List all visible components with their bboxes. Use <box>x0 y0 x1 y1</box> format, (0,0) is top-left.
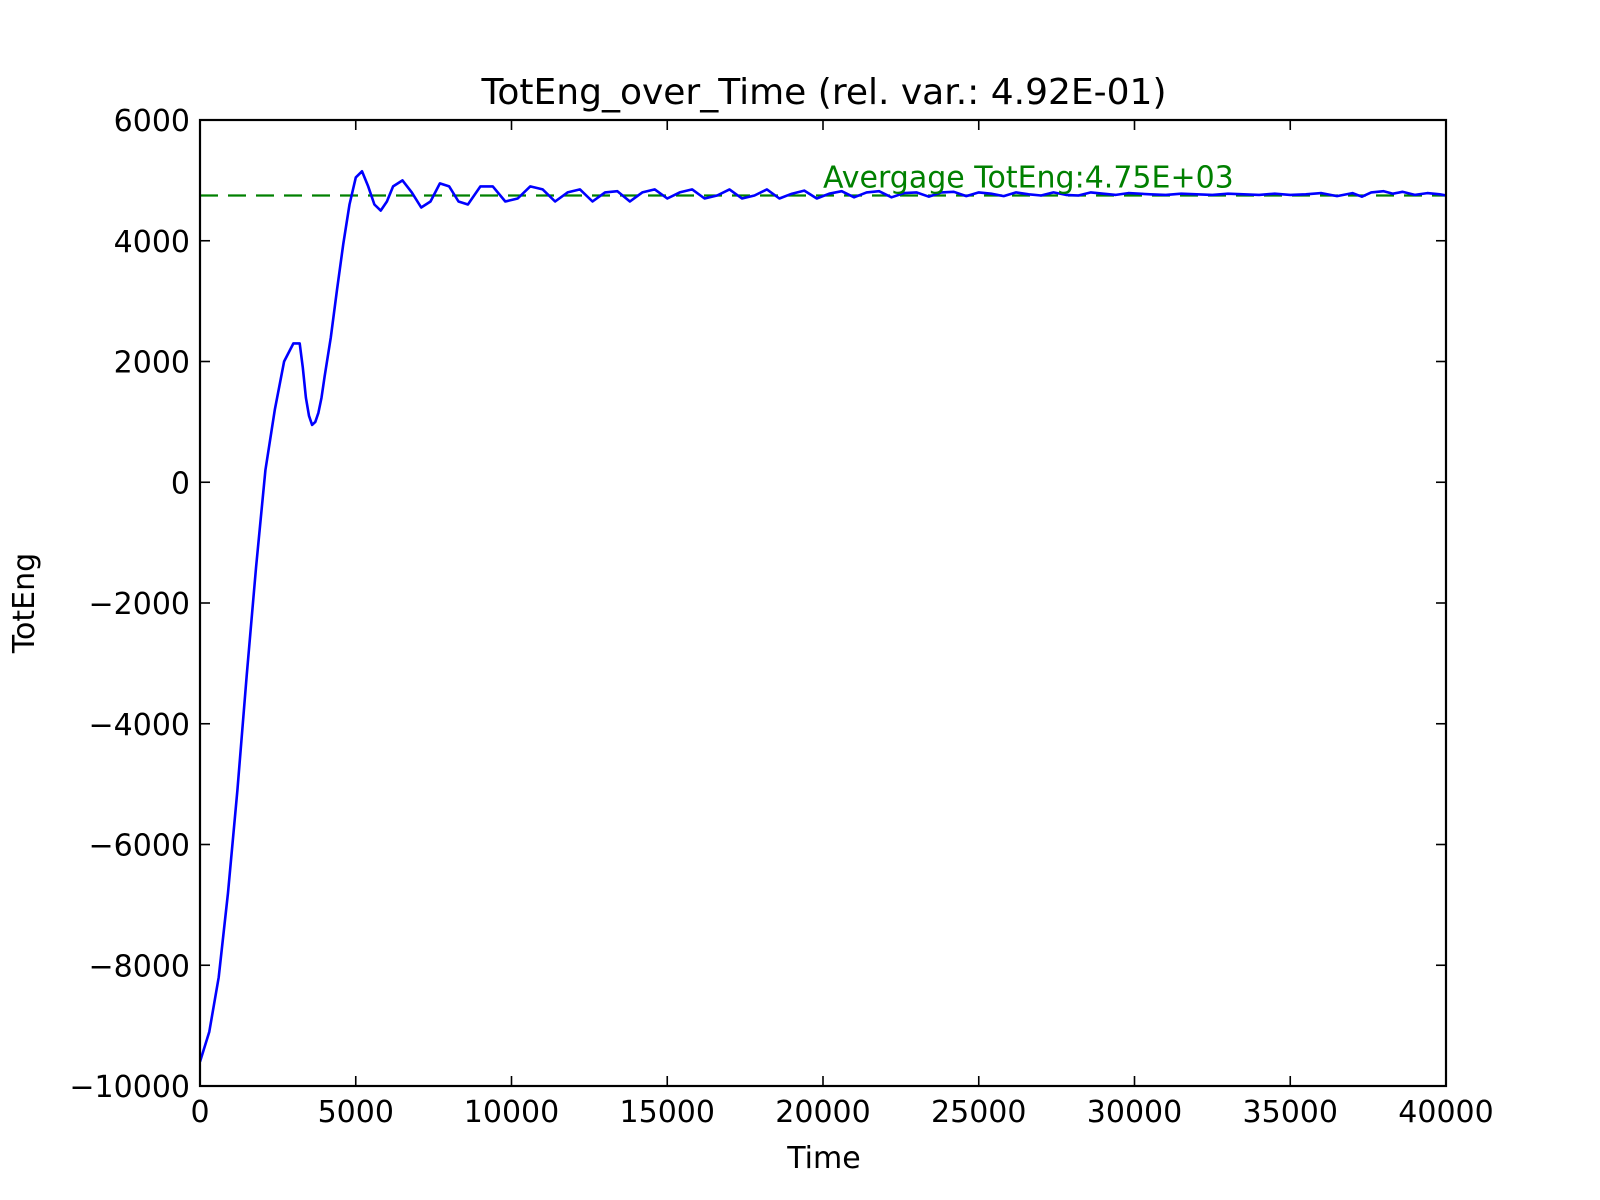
chart-title: TotEng_over_Time (rel. var.: 4.92E-01) <box>481 72 1167 113</box>
x-tick-label: 35000 <box>1243 1095 1338 1130</box>
y-tick-label: −10000 <box>69 1070 190 1105</box>
x-tick-label: 30000 <box>1087 1095 1182 1130</box>
totEng-series-line <box>200 170 1446 1063</box>
y-axis-label: TotEng <box>7 553 42 654</box>
y-tick-label: 6000 <box>114 104 190 139</box>
x-axis-label: Time <box>786 1141 860 1176</box>
y-tick-label: −8000 <box>89 949 190 984</box>
x-tick-label: 40000 <box>1398 1095 1493 1130</box>
plot-area: Avergage TotEng:4.75E+03 <box>200 160 1446 1063</box>
x-tick-label: 0 <box>190 1095 209 1130</box>
x-tick-label: 15000 <box>620 1095 715 1130</box>
x-axis-ticks: 0 5000 10000 15000 20000 25000 30000 35000 40000 <box>190 120 1494 1130</box>
y-tick-label: −4000 <box>89 708 190 743</box>
y-tick-label: 4000 <box>114 225 190 260</box>
x-tick-label: 25000 <box>931 1095 1026 1130</box>
x-tick-label: 10000 <box>464 1095 559 1130</box>
y-axis-ticks: −10000 −8000 −6000 −4000 −2000 0 2000 4000 6000 <box>69 104 1446 1105</box>
x-tick-label: 20000 <box>775 1095 870 1130</box>
y-tick-label: 0 <box>171 466 190 501</box>
x-tick-label: 5000 <box>318 1095 394 1130</box>
y-tick-label: −2000 <box>89 587 190 622</box>
y-tick-label: −6000 <box>89 829 190 864</box>
average-annotation: Avergage TotEng:4.75E+03 <box>823 160 1234 195</box>
y-tick-label: 2000 <box>114 346 190 381</box>
